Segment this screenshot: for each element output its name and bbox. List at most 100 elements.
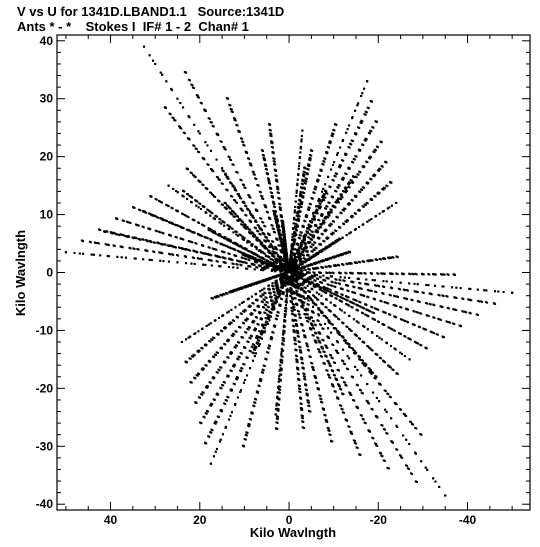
uv-point-radial — [433, 284, 436, 287]
uv-point — [290, 312, 293, 315]
uv-point — [217, 176, 220, 179]
uv-point — [239, 218, 242, 221]
uv-point — [259, 380, 262, 383]
uv-point — [248, 241, 251, 244]
uv-point — [249, 229, 252, 232]
uv-point-radial — [357, 321, 360, 324]
uv-point — [355, 351, 358, 354]
uv-point — [281, 361, 284, 364]
uv-point-radial — [300, 288, 303, 291]
uv-point — [406, 298, 409, 301]
uv-point-radial — [215, 447, 218, 450]
uv-point — [347, 250, 350, 253]
uv-point — [420, 312, 423, 315]
uv-point — [191, 231, 194, 234]
uv-point — [134, 236, 137, 239]
uv-point — [291, 292, 294, 295]
uv-point — [363, 260, 366, 263]
uv-point — [295, 329, 298, 332]
uv-point-radial — [260, 251, 263, 254]
uv-point — [306, 401, 309, 404]
uv-point — [239, 251, 242, 254]
uv-point — [267, 346, 270, 349]
uv-point — [286, 274, 289, 277]
uv-point — [344, 381, 347, 384]
uv-point — [275, 421, 278, 424]
uv-point — [187, 216, 190, 219]
uv-point — [367, 260, 370, 263]
uv-point-radial — [366, 383, 369, 386]
uv-point — [358, 272, 361, 275]
uv-point — [267, 306, 270, 309]
uv-point — [420, 344, 423, 347]
uv-point — [259, 332, 262, 335]
uv-point — [255, 220, 258, 223]
uv-point — [206, 237, 209, 240]
uv-point — [366, 308, 369, 311]
uv-point-radial — [425, 283, 428, 286]
uv-point-radial — [325, 298, 328, 301]
uv-point — [347, 343, 350, 346]
uv-point — [322, 247, 325, 250]
uv-point — [244, 331, 247, 334]
uv-point — [268, 265, 271, 268]
uv-point — [288, 279, 291, 282]
uv-point-radial — [218, 265, 221, 268]
uv-point — [333, 374, 336, 377]
uv-point — [128, 246, 131, 249]
uv-point — [113, 232, 116, 235]
uv-point — [283, 241, 286, 244]
uv-point — [180, 226, 183, 229]
uv-point — [235, 189, 238, 192]
uv-point — [331, 323, 334, 326]
uv-point — [183, 214, 186, 217]
uv-point — [310, 221, 313, 224]
uv-point — [341, 293, 344, 296]
uv-point — [349, 301, 352, 304]
uv-point — [249, 231, 252, 234]
uv-point — [407, 321, 410, 324]
uv-point — [235, 344, 238, 347]
uv-point — [261, 329, 264, 332]
uv-point — [308, 295, 311, 298]
uv-point — [335, 327, 338, 330]
uv-point — [353, 261, 356, 264]
uv-point — [361, 359, 364, 362]
uv-point — [198, 202, 201, 205]
uv-point — [241, 209, 244, 212]
uv-point — [387, 302, 390, 305]
uv-point — [308, 405, 311, 408]
uv-point — [294, 225, 297, 228]
uv-point — [222, 256, 225, 259]
uv-point — [302, 240, 305, 243]
uv-point — [229, 181, 232, 184]
uv-point — [192, 355, 195, 358]
uv-point — [274, 257, 277, 260]
uv-point — [248, 306, 251, 309]
uv-point — [303, 290, 306, 293]
uv-point — [273, 291, 276, 294]
uv-point — [423, 328, 426, 331]
uv-point — [382, 323, 385, 326]
uv-point — [192, 249, 195, 252]
uv-point-radial — [232, 266, 235, 269]
uv-point — [216, 415, 219, 418]
uv-point — [287, 277, 290, 280]
uv-point — [268, 261, 271, 264]
uv-point — [266, 305, 269, 308]
uv-point — [205, 252, 208, 255]
uv-point — [290, 288, 293, 291]
uv-point — [301, 323, 304, 326]
uv-point — [255, 316, 258, 319]
uv-point — [307, 280, 310, 283]
uv-point — [357, 260, 360, 263]
uv-point-radial — [375, 396, 378, 399]
uv-point-radial — [172, 187, 175, 190]
uv-point — [241, 223, 244, 226]
uv-point — [226, 356, 229, 359]
uv-point — [398, 288, 401, 291]
uv-point-radial — [120, 256, 123, 259]
uv-point — [220, 366, 223, 369]
uv-point — [221, 243, 224, 246]
uv-point — [404, 414, 407, 417]
